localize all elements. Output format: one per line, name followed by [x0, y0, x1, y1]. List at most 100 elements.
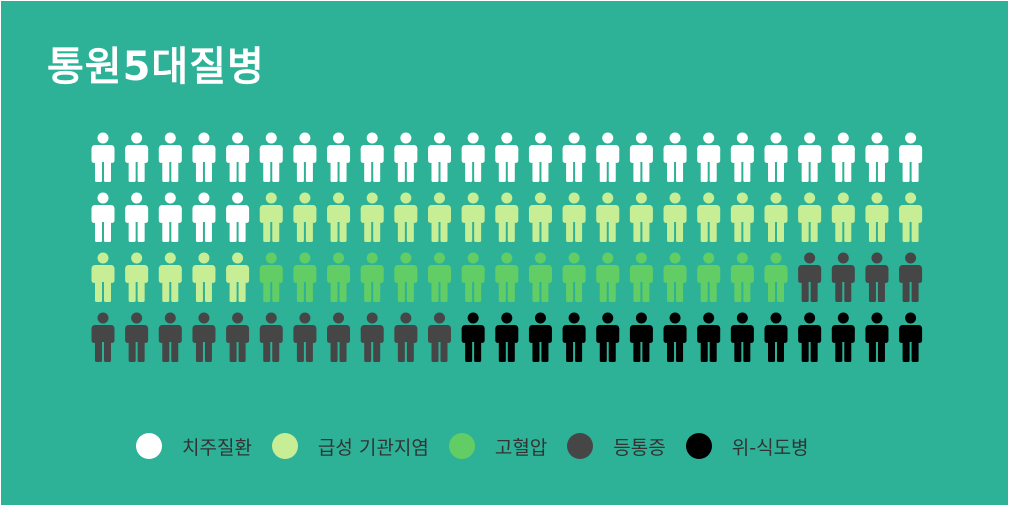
legend: 치주질환 급성 기관지염 고혈압 등통증 위-식도병 [136, 431, 829, 461]
legend-swatch [136, 433, 162, 459]
person-icon [831, 252, 855, 302]
person-icon [360, 312, 384, 362]
person-icon [360, 252, 384, 302]
person-icon [596, 192, 620, 242]
person-icon [730, 192, 754, 242]
person-icon [192, 132, 216, 182]
person-icon [899, 192, 923, 242]
chart-title: 통원5대질병 [47, 44, 265, 90]
person-icon [798, 132, 822, 182]
person-icon [428, 312, 451, 362]
person-icon [899, 312, 923, 362]
person-icon [226, 312, 250, 362]
person-icon [259, 312, 283, 362]
person-icon [831, 132, 855, 182]
person-icon [394, 312, 418, 362]
person-icon [798, 192, 822, 242]
person-icon [158, 132, 182, 182]
person-icon [293, 252, 317, 302]
person-icon [528, 252, 552, 302]
person-icon [730, 132, 754, 182]
person-icon [629, 132, 653, 182]
person-icon [327, 252, 351, 302]
legend-item: 고혈압 [448, 433, 548, 460]
person-icon [125, 132, 149, 182]
person-icon [327, 132, 351, 182]
person-icon [192, 312, 216, 362]
person-icon [461, 252, 485, 302]
person-icon [663, 192, 687, 242]
legend-label: 위-식도병 [731, 436, 809, 459]
person-icon [663, 312, 687, 362]
person-icon [125, 312, 149, 362]
person-icon [158, 312, 182, 362]
legend-label: 급성 기관지염 [317, 436, 429, 459]
person-icon [91, 312, 115, 362]
person-icon [259, 132, 283, 182]
person-icon [226, 132, 250, 182]
person-icon [461, 312, 485, 362]
person-icon [226, 252, 250, 302]
person-icon [596, 132, 620, 182]
person-icon [394, 252, 418, 302]
legend-swatch [448, 433, 475, 459]
person-grid [91, 132, 923, 362]
legend-label: 치주질환 [182, 436, 252, 459]
person-icon [461, 192, 485, 242]
person-icon [697, 312, 721, 362]
legend-item: 위-식도병 [685, 433, 809, 460]
person-icon [663, 252, 687, 302]
person-icon [798, 312, 822, 362]
person-icon [327, 312, 351, 362]
person-icon [259, 192, 283, 242]
person-icon [528, 312, 552, 362]
person-icon [865, 132, 889, 182]
person-icon [562, 192, 586, 242]
person-icon [764, 312, 788, 362]
person-icon [697, 192, 721, 242]
legend-swatch [567, 433, 594, 459]
person-icon [259, 252, 283, 302]
person-icon [831, 192, 855, 242]
person-icon [629, 252, 653, 302]
person-icon [461, 132, 485, 182]
person-icon [562, 132, 586, 182]
person-icon [293, 192, 317, 242]
person-icon [428, 252, 451, 302]
person-icon [125, 192, 149, 242]
person-icon [91, 252, 115, 302]
legend-swatch [685, 433, 712, 459]
person-icon [764, 192, 788, 242]
person-icon [865, 312, 889, 362]
person-icon [629, 192, 653, 242]
person-icon [360, 132, 384, 182]
person-icon [730, 252, 754, 302]
person-icon [293, 132, 317, 182]
person-icon [125, 252, 149, 302]
legend-swatch [271, 433, 298, 459]
person-icon [192, 192, 216, 242]
person-icon [495, 192, 519, 242]
person-icon [495, 312, 519, 362]
person-icon [428, 192, 451, 242]
person-icon [831, 312, 855, 362]
person-icon [764, 252, 788, 302]
person-icon [798, 252, 822, 302]
person-icon [226, 192, 250, 242]
person-icon [629, 312, 653, 362]
person-icon [192, 252, 216, 302]
legend-label: 고혈압 [494, 436, 548, 459]
legend-item: 등통증 [567, 433, 666, 460]
person-icon [428, 132, 451, 182]
person-icon [293, 312, 317, 362]
person-icon [596, 312, 620, 362]
person-icon [158, 192, 182, 242]
person-icon [865, 192, 889, 242]
person-icon [495, 252, 519, 302]
person-icon [158, 252, 182, 302]
legend-label: 등통증 [613, 436, 666, 459]
person-icon [562, 312, 586, 362]
person-icon [91, 192, 115, 242]
